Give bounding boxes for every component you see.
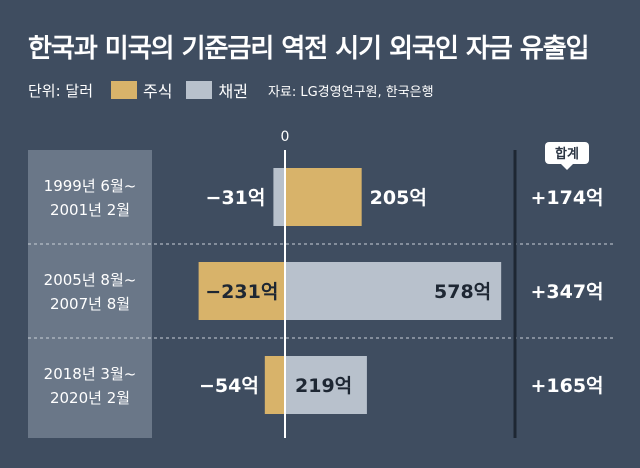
chart-title: 한국과 미국의 기준금리 역전 시기 외국인 자금 유출입 <box>28 34 590 64</box>
bar-stock-1 <box>198 262 285 320</box>
total-header-bubble <box>545 142 589 164</box>
category-label-0-line2: 2001년 2월 <box>50 201 130 219</box>
total-header-label: 합계 <box>555 146 579 162</box>
bar-stock-2 <box>264 356 285 414</box>
data-label-stock-2: −54억 <box>199 375 259 397</box>
total-header-pointer <box>561 164 573 170</box>
bar-bond-0 <box>273 168 285 226</box>
data-label-bond-2: 219억 <box>295 375 352 397</box>
zero-tick-label: 0 <box>281 129 290 145</box>
category-panel <box>28 150 152 438</box>
data-label-stock-1: −231억 <box>205 281 278 303</box>
bar-stock-0 <box>285 168 362 226</box>
category-label-1-line1: 2005년 8월~ <box>44 271 137 289</box>
data-label-bond-0: −31억 <box>206 187 266 209</box>
data-label-stock-0: 205억 <box>370 187 427 209</box>
total-value-2: +165억 <box>530 375 603 397</box>
legend-label-stock: 주식 <box>143 82 173 101</box>
total-value-1: +347억 <box>530 281 603 303</box>
category-label-2-line2: 2020년 2월 <box>50 389 130 407</box>
legend-label-bond: 채권 <box>218 82 248 101</box>
category-label-2-line1: 2018년 3월~ <box>44 365 137 383</box>
data-label-bond-1: 578억 <box>434 281 491 303</box>
bar-bond-1 <box>285 262 502 320</box>
legend-swatch-bond <box>186 81 213 99</box>
category-label-1-line2: 2007년 8월 <box>50 295 130 313</box>
legend-swatch-stock <box>111 81 138 99</box>
total-value-0: +174억 <box>530 187 603 209</box>
unit-label: 단위: 달러 <box>28 81 94 100</box>
source-label: 자료: LG경영연구원, 한국은행 <box>267 84 434 100</box>
category-label-0-line1: 1999년 6월~ <box>44 177 137 195</box>
legend: 단위: 달러 주식 채권 자료: LG경영연구원, 한국은행 <box>28 78 434 102</box>
bar-bond-2 <box>285 356 367 414</box>
